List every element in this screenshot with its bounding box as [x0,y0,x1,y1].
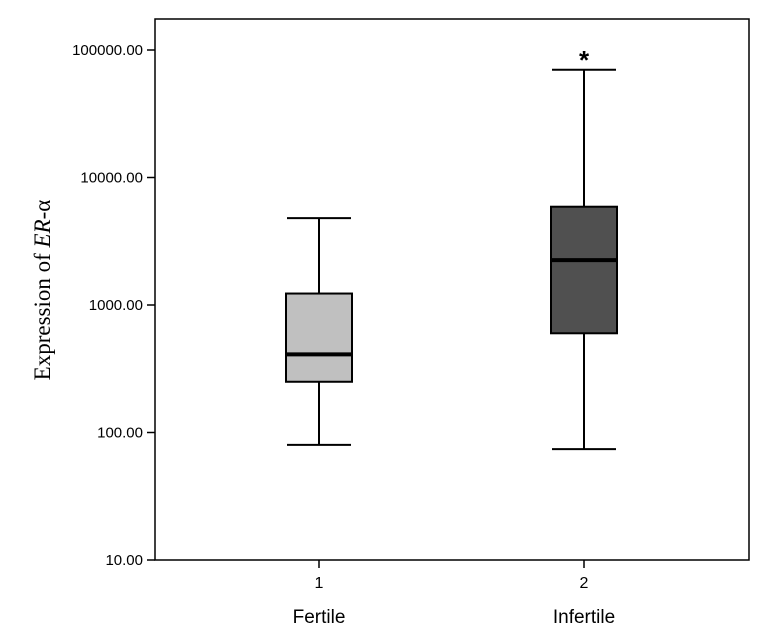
plot-area [154,18,750,561]
x-group-label: Infertile [553,607,615,628]
x-axis: 1 Fertile 2 Infertile [293,560,615,628]
y-tick-label: 100.00 [97,425,143,442]
x-tick-label: 2 [580,575,589,592]
outlier-marker: * [579,45,590,75]
y-tick-label: 10.00 [105,552,143,569]
iqr-box [550,205,618,335]
box-2: * [550,45,618,451]
y-axis: 10.00 100.00 1000.00 10000.00 100000.00 [72,42,155,569]
box-1 [285,217,353,446]
y-tick-label: 100000.00 [72,42,143,59]
y-tick-label: 1000.00 [89,297,143,314]
y-axis-title: Expression of ER-α [30,200,55,381]
iqr-box [285,292,353,383]
box-series: * [285,45,618,451]
x-group-label: Fertile [293,607,346,628]
x-tick-label: 1 [315,575,324,592]
y-tick-label: 10000.00 [80,170,143,187]
